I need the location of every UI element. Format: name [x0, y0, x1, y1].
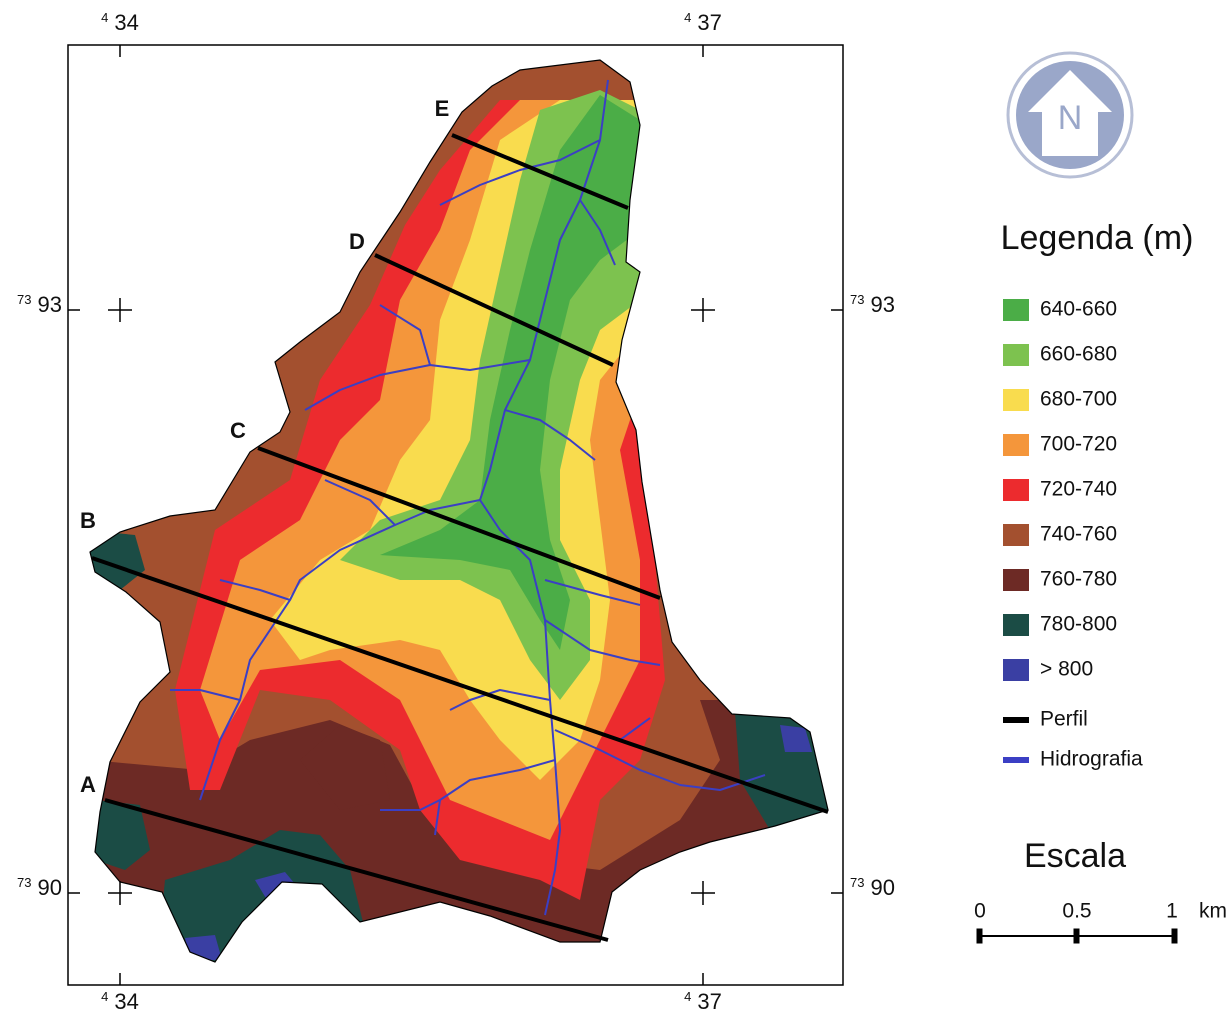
profile-label: C [230, 418, 246, 443]
north-arrow: N [1008, 53, 1132, 177]
scale-title: Escala [1024, 837, 1126, 875]
legend-label: > 800 [1040, 658, 1093, 681]
legend-swatch [1003, 659, 1029, 681]
legend-label: Hidrografia [1040, 748, 1143, 771]
legend-swatch [1003, 299, 1029, 321]
legend-line [1003, 757, 1029, 763]
legend-label: 680-700 [1040, 388, 1117, 411]
legend-title: Legenda (m) [1001, 219, 1194, 257]
elevation-map [60, 40, 860, 1000]
legend-swatch [1003, 389, 1029, 411]
legend-swatch [1003, 434, 1029, 456]
profile-label: A [80, 772, 96, 797]
legend-label: 700-720 [1040, 433, 1117, 456]
legend-line [1003, 717, 1029, 723]
map-figure: E D C B A 434 437 434 437 7393 7390 7393… [0, 0, 1231, 1017]
scale-label: 0.5 [1062, 900, 1091, 923]
legend-label: Perfil [1040, 708, 1088, 731]
scale-unit: km [1199, 900, 1227, 923]
legend-swatch [1003, 479, 1029, 501]
scale-bar [977, 929, 1177, 943]
profile-label: D [349, 229, 365, 254]
profile-label: B [80, 508, 96, 533]
legend-label: 740-760 [1040, 523, 1117, 546]
legend-swatch [1003, 524, 1029, 546]
scale-label: 1 [1166, 900, 1178, 923]
legend-swatch [1003, 614, 1029, 636]
legend-label: 640-660 [1040, 298, 1117, 321]
legend-label: 720-740 [1040, 478, 1117, 501]
legend-swatch [1003, 569, 1029, 591]
legend-label: 760-780 [1040, 568, 1117, 591]
zone [780, 725, 812, 752]
page: {"grid_labels": { "top": [{"sup": "4", "… [0, 0, 1231, 1017]
north-label: N [1058, 99, 1083, 137]
legend-label: 780-800 [1040, 613, 1117, 636]
legend-label: 660-680 [1040, 343, 1117, 366]
legend-swatch [1003, 344, 1029, 366]
legend: 640-660 660-680 680-700 700-720 720-740 740-7… [1003, 298, 1143, 771]
scale-label: 0 [974, 900, 986, 923]
profile-label: E [435, 96, 450, 121]
